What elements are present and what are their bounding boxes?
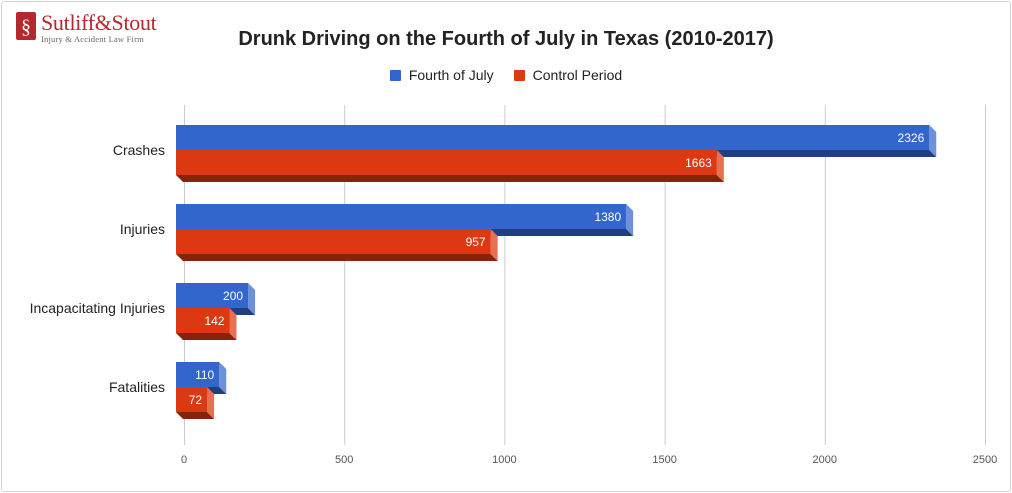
bar-value-label-1-0: 1380 xyxy=(594,210,621,224)
logo-tagline: Injury & Accident Law Firm xyxy=(41,34,144,44)
x-tick-label-2: 1000 xyxy=(492,454,516,466)
bar-1-0 xyxy=(176,204,627,229)
bar-bottom-2-1 xyxy=(176,333,237,340)
section-sign-logo-icon: § xyxy=(16,12,36,40)
x-tick-label-4: 2000 xyxy=(813,454,837,466)
category-label-3: Fatalities xyxy=(109,379,165,395)
bar-value-label-0-0: 2326 xyxy=(898,131,925,145)
bar-2-0 xyxy=(176,283,249,308)
bar-end-3-0 xyxy=(219,362,227,394)
x-tick-label-1: 500 xyxy=(335,454,353,466)
bar-end-0-1 xyxy=(716,150,724,182)
category-label-1: Injuries xyxy=(120,221,165,237)
chart-title: Drunk Driving on the Fourth of July in T… xyxy=(238,28,774,50)
bar-0-0 xyxy=(176,125,930,150)
svg-text:§: § xyxy=(21,16,31,38)
bar-end-1-0 xyxy=(626,204,634,236)
bar-2-1 xyxy=(176,308,230,333)
bar-bottom-3-1 xyxy=(176,412,215,419)
bar-end-1-1 xyxy=(490,229,498,261)
legend-swatch-fourth-of-july xyxy=(389,69,401,81)
bar-end-3-1 xyxy=(207,387,215,419)
bar-value-label-2-1: 142 xyxy=(204,314,224,328)
bar-3-1 xyxy=(176,387,208,412)
bar-0-1 xyxy=(176,150,717,175)
bar-value-label-3-1: 72 xyxy=(189,393,203,407)
category-label-0: Crashes xyxy=(113,142,165,158)
category-label-2: Incapacitating Injuries xyxy=(30,300,165,316)
x-tick-label-3: 1500 xyxy=(652,454,676,466)
bar-value-label-3-0: 110 xyxy=(195,368,214,382)
bar-bottom-1-1 xyxy=(176,254,498,261)
legend-label-control-period: Control Period xyxy=(532,67,623,83)
x-tick-label-5: 2500 xyxy=(973,454,997,466)
x-tick-label-0: 0 xyxy=(181,454,187,466)
chart-legend: Fourth of July Control Period xyxy=(0,67,1012,83)
bar-3-0 xyxy=(176,362,220,387)
bar-bottom-0-1 xyxy=(176,175,724,182)
legend-label-fourth-of-july: Fourth of July xyxy=(408,67,494,83)
bar-end-0-0 xyxy=(929,125,937,157)
logo-name: Sutliff&Stout xyxy=(41,10,157,35)
bar-value-label-1-1: 957 xyxy=(466,235,486,249)
legend-item-fourth-of-july: Fourth of July xyxy=(389,67,494,83)
firm-logo: § Sutliff&Stout Injury & Accident Law Fi… xyxy=(16,12,157,44)
bar-value-label-2-0: 200 xyxy=(223,289,243,303)
bar-end-2-1 xyxy=(229,308,237,340)
legend-swatch-control-period xyxy=(513,69,525,81)
bar-value-label-0-1: 1663 xyxy=(685,156,712,170)
bar-1-1 xyxy=(176,229,491,254)
legend-item-control-period: Control Period xyxy=(513,67,623,83)
bar-end-2-0 xyxy=(248,283,256,315)
